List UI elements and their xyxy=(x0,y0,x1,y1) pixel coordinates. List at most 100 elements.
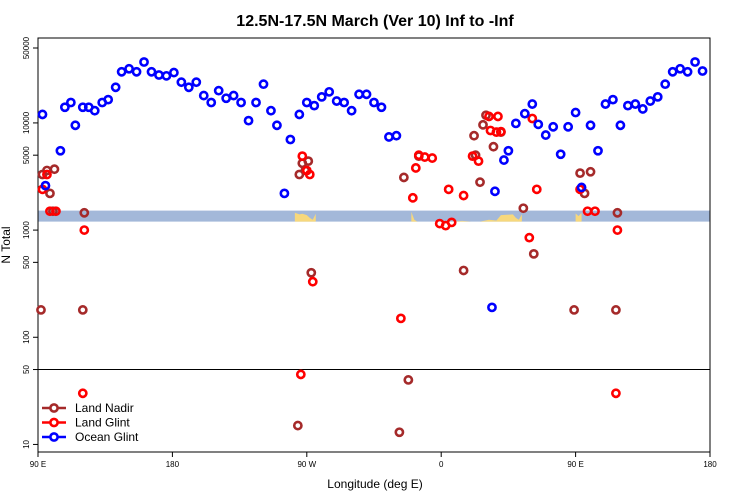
y-tick-label-5: 5000 xyxy=(22,146,31,164)
ocean-glint-point-35 xyxy=(285,134,296,145)
land-glint-point-16 xyxy=(427,153,438,163)
ocean-glint-point-15 xyxy=(139,57,149,67)
ocean-glint-point-73 xyxy=(652,91,663,102)
land-glint-point-27 xyxy=(493,111,503,122)
land-nadir-point-16 xyxy=(403,375,414,385)
land-glint-point-10 xyxy=(307,276,318,287)
ocean-glint-point-66 xyxy=(600,99,611,109)
ocean-band xyxy=(38,210,710,222)
ocean-glint-point-58 xyxy=(540,130,551,140)
ocean-glint-point-22 xyxy=(191,77,202,88)
land-glint-point-15 xyxy=(419,152,430,162)
land-nadir-point-13 xyxy=(306,267,317,278)
ocean-glint-point-20 xyxy=(176,77,187,88)
x-tick-label-2: 90 W xyxy=(297,460,316,469)
x-tick-label-3: 0 xyxy=(439,460,444,469)
ocean-glint-point-34 xyxy=(279,188,290,199)
x-tick-label-1: 180 xyxy=(166,460,180,469)
ocean-glint-point-21 xyxy=(183,82,194,93)
land-glint-point-36 xyxy=(612,225,623,235)
land-glint-point-7 xyxy=(297,151,308,162)
y-tick-label-6: 10000 xyxy=(22,111,31,134)
y-axis-label: N Total xyxy=(0,226,13,263)
ocean-glint-point-49 xyxy=(391,130,402,141)
ocean-glint-point-32 xyxy=(266,105,276,116)
ocean-glint-point-76 xyxy=(675,63,686,74)
ocean-glint-point-77 xyxy=(682,66,693,77)
ocean-glint-point-71 xyxy=(637,104,648,114)
ocean-glint-point-70 xyxy=(630,99,641,109)
ocean-glint-point-3 xyxy=(59,102,70,113)
land-nadir-point-33 xyxy=(612,207,623,218)
land-nadir-point-5 xyxy=(49,164,60,175)
ocean-glint-point-69 xyxy=(622,100,633,111)
land-glint-point-34 xyxy=(590,206,600,217)
land-nadir-point-21 xyxy=(475,177,485,188)
ocean-glint-point-28 xyxy=(236,97,246,108)
land-glint-point-12 xyxy=(407,192,418,203)
legend-label-land-nadir: Land Nadir xyxy=(75,401,134,415)
x-tick-label-4: 90 E xyxy=(567,460,583,469)
land-nadir-point-6 xyxy=(77,305,88,315)
legend-marker-land-nadir xyxy=(49,403,59,413)
ocean-glint-point-26 xyxy=(221,93,232,104)
ocean-glint-point-37 xyxy=(301,97,312,108)
legend-label-land-glint: Land Glint xyxy=(75,416,130,430)
ocean-glint-point-44 xyxy=(354,89,364,100)
y-tick-label-7: 50000 xyxy=(22,36,31,59)
land-glint-point-23 xyxy=(473,156,484,167)
ocean-glint-point-64 xyxy=(585,120,596,131)
land-nadir-point-7 xyxy=(79,207,90,218)
land-glint-point-19 xyxy=(443,184,454,195)
ocean-glint-point-51 xyxy=(490,186,500,197)
land-nadir-point-22 xyxy=(478,119,488,130)
land-nadir-point-12 xyxy=(303,156,314,167)
ocean-glint-point-43 xyxy=(346,105,357,116)
land-glint-point-20 xyxy=(446,217,457,228)
x-axis-label: Longitude (deg E) xyxy=(327,477,422,491)
ocean-glint-point-61 xyxy=(563,121,574,132)
ocean-glint-point-27 xyxy=(228,90,239,101)
ocean-glint-point-18 xyxy=(161,70,172,81)
land-glint-point-11 xyxy=(395,313,406,324)
ocean-glint-point-4 xyxy=(65,97,76,108)
y-tick-label-1: 50 xyxy=(22,365,31,374)
land-glint-point-22 xyxy=(467,151,478,162)
land-glint-point-29 xyxy=(524,232,535,243)
land-glint-point-30 xyxy=(527,113,538,124)
land-glint-point-31 xyxy=(531,184,542,195)
land-glint-point-3 xyxy=(51,206,61,217)
ocean-glint-point-79 xyxy=(697,66,708,76)
ocean-glint-point-24 xyxy=(206,97,217,108)
legend-label-ocean-glint: Ocean Glint xyxy=(75,430,139,444)
ocean-glint-point-74 xyxy=(660,79,671,90)
land-glint-point-1 xyxy=(42,169,52,180)
land-glint-point-24 xyxy=(484,111,494,122)
ocean-glint-point-53 xyxy=(503,145,514,156)
ocean-glint-point-45 xyxy=(361,89,372,100)
legend-marker-land-glint xyxy=(49,417,59,428)
ocean-glint-point-5 xyxy=(70,120,81,131)
ocean-glint-point-36 xyxy=(294,109,305,120)
land-nadir-point-24 xyxy=(488,141,499,152)
y-tick-label-3: 500 xyxy=(22,255,31,269)
ocean-glint-point-1 xyxy=(40,180,51,191)
y-tick-label-4: 1000 xyxy=(22,221,31,239)
x-tick-label-5: 180 xyxy=(703,460,717,469)
land-nadir-point-19 xyxy=(469,130,479,141)
ocean-glint-point-11 xyxy=(110,82,121,93)
land-nadir-point-27 xyxy=(528,248,539,259)
ocean-glint-point-17 xyxy=(154,70,164,80)
land-glint-point-9 xyxy=(304,169,315,180)
ocean-glint-point-57 xyxy=(533,119,544,130)
ocean-glint-point-12 xyxy=(116,66,127,77)
ocean-glint-point-19 xyxy=(168,67,179,78)
ocean-glint-point-48 xyxy=(384,132,394,142)
ocean-glint-point-60 xyxy=(555,149,566,160)
ocean-glint-point-0 xyxy=(37,109,48,120)
land-nadir-point-8 xyxy=(292,420,303,431)
land-profile-1 xyxy=(411,211,522,222)
land-glint-point-6 xyxy=(295,369,306,380)
chart-title: 12.5N-17.5N March (Ver 10) Inf to -Inf xyxy=(236,13,514,30)
ocean-glint-point-31 xyxy=(258,79,269,90)
